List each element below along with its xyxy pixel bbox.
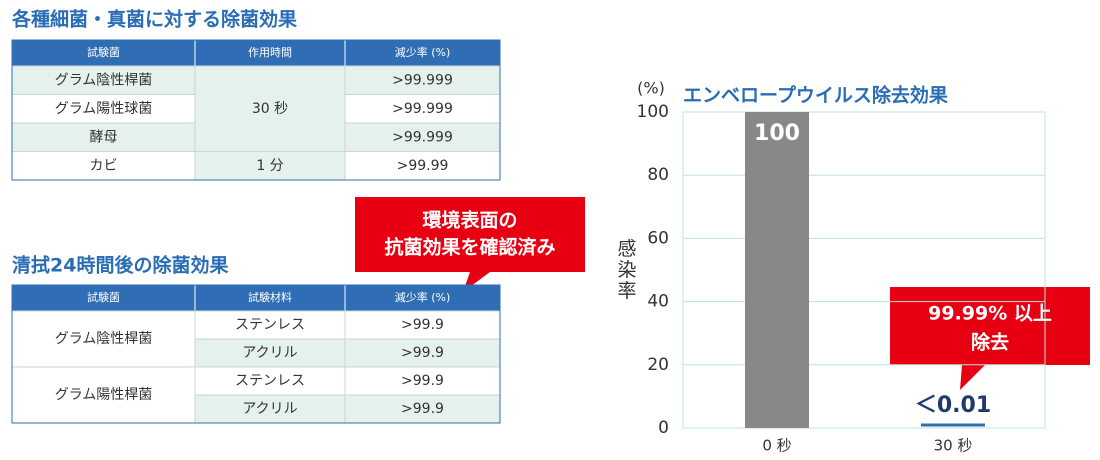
cell	[194, 366, 346, 396]
cell-text: >99.9	[401, 401, 444, 417]
y-tick-label: 100	[637, 102, 669, 122]
header-text: 作用時間	[248, 46, 292, 59]
cell	[344, 338, 501, 368]
cell-text: 1 分	[256, 158, 283, 174]
table-title: 各種細菌・真菌に対する除菌効果	[11, 8, 297, 31]
chart-title: エンベロープウイルス除去効果	[683, 84, 948, 107]
y-axis-label: 感染率	[615, 238, 637, 301]
merged-cell	[194, 151, 346, 181]
header-cell	[344, 39, 501, 67]
header-text: 減少率 (%)	[395, 290, 451, 304]
annotation-text: 99.99% 以上	[928, 303, 1052, 325]
y-unit: (%)	[637, 79, 665, 98]
header-text: 試験材料	[248, 290, 292, 304]
y-tick-label: 20	[647, 355, 669, 375]
callout-box	[355, 197, 585, 292]
cell-text: >99.9	[401, 373, 444, 389]
cell-text: >99.999	[392, 101, 453, 117]
x-tick-label: 0 秒	[762, 437, 791, 455]
table-border	[11, 284, 501, 424]
cell	[344, 366, 501, 396]
cell-text: アクリル	[242, 345, 297, 361]
cell-text: >99.99	[397, 158, 449, 174]
header-text: 減少率 (%)	[395, 45, 451, 59]
cell-text: >99.999	[392, 72, 453, 88]
cell	[11, 151, 196, 181]
annotation-text: 除去	[971, 331, 1009, 354]
y-tick-label: 0	[658, 418, 669, 438]
cell-text: 30 秒	[252, 101, 288, 117]
header-text: 試験菌	[87, 290, 120, 304]
annotation-box	[890, 287, 1090, 390]
cell	[194, 338, 346, 368]
table-title: 清拭24時間後の除菌効果	[12, 254, 228, 277]
cell	[344, 310, 501, 340]
cell	[11, 94, 196, 124]
cell-text: カビ	[90, 158, 118, 174]
cell-text: >99.9	[401, 317, 444, 333]
value-label: ＜0.01	[915, 393, 991, 418]
cell-text: >99.9	[401, 345, 444, 361]
cell-text: アクリル	[242, 401, 297, 417]
y-tick-label: 60	[647, 228, 669, 248]
header-text: 試験菌	[87, 45, 120, 59]
cell	[11, 65, 196, 95]
merged-cell	[194, 65, 346, 152]
bar	[745, 112, 809, 428]
header-cell	[344, 284, 501, 312]
merged-cell	[11, 366, 196, 424]
callout-text: 環境表面の	[422, 209, 517, 232]
cell	[194, 310, 346, 340]
value-label: 100	[754, 121, 800, 146]
header-cell	[11, 39, 196, 67]
cell-text: ステンレス	[235, 373, 305, 389]
table-border	[11, 39, 501, 181]
y-tick-label: 80	[647, 165, 669, 185]
cell-text: 酵母	[90, 129, 118, 145]
cell-text: グラム陰性桿菌	[55, 331, 153, 347]
cell-text: ステンレス	[235, 317, 305, 333]
cell-text: グラム陰性桿菌	[55, 72, 153, 88]
cell-text: >99.999	[392, 129, 453, 145]
cell	[344, 394, 501, 424]
y-tick-label: 40	[647, 292, 669, 312]
x-tick-label: 30 秒	[934, 437, 973, 455]
callout: 環境表面の 抗菌効果を確認済み	[355, 197, 585, 292]
cell-text: グラム陽性球菌	[55, 101, 153, 117]
cell-text: グラム陽性桿菌	[55, 387, 153, 403]
annotation: 99.99% 以上 除去	[890, 287, 1090, 390]
plot-area	[682, 111, 1046, 429]
cell	[344, 151, 501, 181]
merged-cell	[11, 310, 196, 368]
callout-text: 抗菌効果を確認済み	[384, 236, 555, 259]
